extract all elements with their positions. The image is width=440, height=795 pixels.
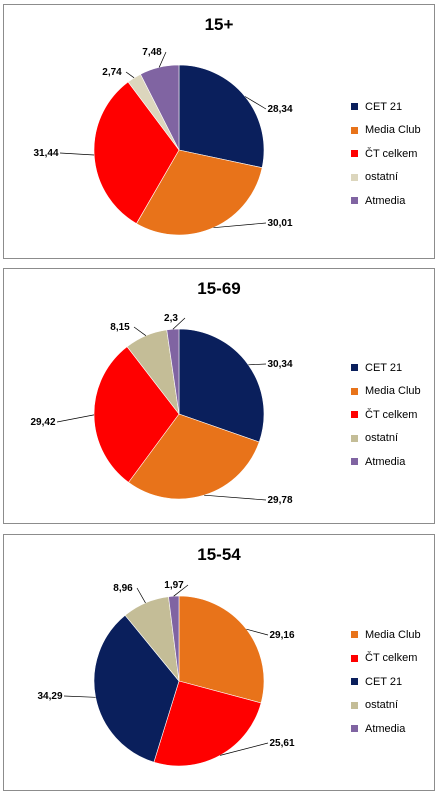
chart-title: 15-69 <box>197 279 241 298</box>
pie-slice-atmedia <box>140 64 180 151</box>
legend-item: Media Club <box>351 623 421 647</box>
pie-slice-atmedia <box>166 328 180 415</box>
legend-label: CET 21 <box>365 361 403 374</box>
legend-swatch <box>351 631 358 639</box>
legend-label: ostatní <box>365 432 399 445</box>
leader-line <box>246 628 269 636</box>
data-label: 28,34 <box>267 104 292 115</box>
legend-label: Media Club <box>365 385 421 398</box>
data-label: 29,42 <box>30 417 55 428</box>
legend-swatch <box>351 126 358 134</box>
chart-title: 15-54 <box>197 545 241 564</box>
legend-label: ČT celkem <box>365 652 418 665</box>
legend-label: Media Club <box>365 124 421 137</box>
legend-swatch <box>351 725 358 733</box>
legend-label: CET 21 <box>365 675 403 688</box>
data-label: 2,74 <box>102 67 122 78</box>
data-label: 30,01 <box>267 218 292 229</box>
legend-item: ostatní <box>351 166 421 190</box>
data-label: 7,48 <box>142 47 162 58</box>
legend-item: CET 21 <box>351 95 421 119</box>
legend-item: Atmedia <box>351 450 421 474</box>
data-label: 29,16 <box>269 630 294 641</box>
legend-swatch <box>351 701 358 709</box>
legend-item: Media Club <box>351 119 421 143</box>
chart-title: 15+ <box>204 15 234 34</box>
legend-label: ČT celkem <box>365 147 418 160</box>
legend-label: CET 21 <box>365 100 403 113</box>
legend-swatch <box>351 364 358 372</box>
legend-label: Atmedia <box>365 722 406 735</box>
chart-panel-15-69: 15-69 30,34 29,78 29,42 8,15 2,3 CET 21 Media… <box>3 268 435 524</box>
chart-legend: Media Club ČT celkem CET 21 ostatní Atmedia <box>351 623 421 741</box>
data-label: 2,3 <box>164 313 178 324</box>
legend-swatch <box>351 197 358 205</box>
chart-panel-15-54: 15-54 29,16 25,61 34,29 8,96 1,97 Media Club… <box>3 534 435 791</box>
legend-swatch <box>351 150 358 158</box>
leader-line <box>220 742 269 756</box>
legend-label: Media Club <box>365 628 421 641</box>
chart-panel-15-plus: 15+ 28,34 30,01 31,44 2,74 7,48 CET 21 Media … <box>3 4 435 259</box>
pie-slice-čt-celkem <box>93 81 180 224</box>
chart-legend: CET 21 Media Club ČT celkem ostatní Atmedia <box>351 95 421 213</box>
legend-swatch <box>351 387 358 395</box>
data-label: 31,44 <box>33 148 58 159</box>
legend-swatch <box>351 458 358 466</box>
leader-line <box>244 96 267 110</box>
legend-swatch <box>351 103 358 111</box>
pie-slice-media-club <box>128 413 260 500</box>
legend-label: Atmedia <box>365 194 406 207</box>
data-label: 8,15 <box>110 322 130 333</box>
legend-swatch <box>351 678 358 686</box>
legend-item: CET 21 <box>351 670 421 694</box>
leader-line <box>213 222 267 229</box>
leader-line <box>136 587 146 604</box>
data-label: 34,29 <box>37 691 62 702</box>
pie-chart-svg: 30,34 29,78 29,42 8,15 2,3 <box>30 313 292 506</box>
leader-line <box>56 414 95 423</box>
leader-line <box>59 152 95 156</box>
data-label: 30,34 <box>267 359 292 370</box>
pie-slice-cet-21 <box>178 64 265 169</box>
chart-legend: CET 21 Media Club ČT celkem ostatní Atmedia <box>351 356 421 474</box>
legend-label: ostatní <box>365 171 399 184</box>
pie-slice-cet-21 <box>178 328 265 443</box>
data-label: 8,96 <box>113 583 133 594</box>
legend-item: ostatní <box>351 694 421 718</box>
legend-swatch <box>351 411 358 419</box>
legend-item: Media Club <box>351 380 421 404</box>
leader-line <box>248 363 267 366</box>
legend-item: CET 21 <box>351 356 421 380</box>
leader-line <box>172 317 186 330</box>
legend-swatch <box>351 434 358 442</box>
legend-label: ČT celkem <box>365 408 418 421</box>
data-label: 25,61 <box>269 738 294 749</box>
legend-label: Atmedia <box>365 455 406 468</box>
data-label: 1,97 <box>164 580 184 591</box>
pie-chart-svg: 29,16 25,61 34,29 8,96 1,97 <box>37 580 295 767</box>
data-label: 29,78 <box>267 495 292 506</box>
pie-slice-media-club <box>178 595 265 704</box>
leader-line <box>125 71 135 79</box>
legend-swatch <box>351 173 358 181</box>
legend-swatch <box>351 654 358 662</box>
legend-item: ČT celkem <box>351 403 421 427</box>
legend-item: ČT celkem <box>351 647 421 671</box>
legend-item: ostatní <box>351 427 421 451</box>
leader-line <box>173 584 189 597</box>
leader-line <box>204 494 267 501</box>
pie-slice-čt-celkem <box>93 346 180 483</box>
leader-line <box>133 326 147 336</box>
legend-item: ČT celkem <box>351 142 421 166</box>
pie-chart-svg: 28,34 30,01 31,44 2,74 7,48 <box>33 47 293 236</box>
leader-line <box>158 51 167 68</box>
leader-line <box>63 695 96 698</box>
legend-label: ostatní <box>365 699 399 712</box>
legend-item: Atmedia <box>351 717 421 741</box>
pie-slice-čt-celkem <box>153 680 262 767</box>
legend-item: Atmedia <box>351 189 421 213</box>
